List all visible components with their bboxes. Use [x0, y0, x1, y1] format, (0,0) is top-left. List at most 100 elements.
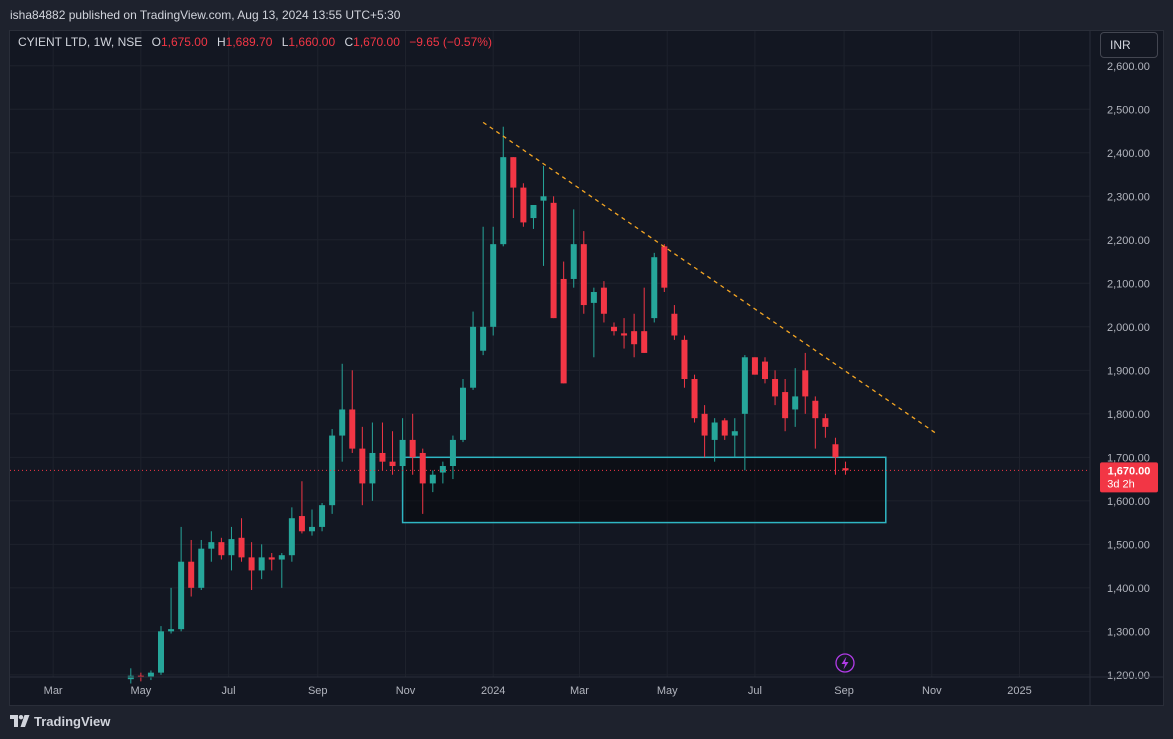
candle [701, 405, 708, 458]
candle-body [651, 257, 658, 319]
candle-body [228, 539, 235, 556]
candle-body [741, 357, 748, 414]
candle-body [721, 420, 728, 436]
candle [560, 261, 567, 384]
candle [802, 352, 809, 414]
candle-body [157, 631, 164, 673]
candle-body [490, 244, 497, 327]
candle [822, 413, 829, 438]
candle [842, 461, 849, 475]
candle [761, 357, 768, 384]
candle [409, 413, 416, 475]
candle-body [278, 555, 285, 560]
open-value: 1,675.00 [160, 35, 208, 49]
candle [178, 526, 185, 632]
candle-body [419, 452, 426, 484]
chart-frame[interactable] [9, 30, 1164, 706]
candle [268, 553, 275, 571]
candle-body [751, 357, 758, 375]
candle [671, 305, 678, 340]
tradingview-logo[interactable]: TradingView [10, 713, 110, 729]
candle-body [802, 370, 809, 397]
candle [147, 670, 154, 681]
candle [782, 379, 789, 432]
candle-body [691, 379, 698, 419]
candle-body [208, 542, 215, 549]
candle-body [570, 244, 577, 279]
candle [127, 668, 134, 684]
candle [399, 418, 406, 490]
price-tick-label: 1,500.00 [1107, 539, 1150, 551]
price-tick-label: 1,900.00 [1107, 365, 1150, 377]
candle [721, 418, 728, 440]
candle-body [238, 537, 245, 558]
tradingview-logo-text: TradingView [34, 713, 111, 729]
candle-body [329, 435, 336, 506]
candle [238, 518, 245, 562]
candle [439, 461, 446, 484]
candle [490, 226, 497, 336]
candle-body [761, 361, 768, 380]
candle-body [661, 246, 668, 288]
time-tick-label: May [657, 685, 678, 697]
candle-body [822, 418, 829, 427]
candle-body [359, 448, 366, 484]
candle-body [560, 278, 567, 384]
candle-body [399, 439, 406, 467]
candle [168, 587, 175, 634]
price-tick-label: 2,400.00 [1107, 148, 1150, 160]
candle-body [731, 431, 738, 436]
lightning-icon [841, 656, 849, 670]
price-tick-label: 2,100.00 [1107, 278, 1150, 290]
time-tick-label: Nov [922, 685, 942, 697]
candle [500, 126, 507, 247]
candle [540, 165, 547, 266]
candle-body [510, 157, 517, 188]
candles-layer [127, 126, 849, 684]
candle-body [218, 542, 225, 556]
candle-body [168, 629, 175, 632]
close-label: C [344, 35, 354, 49]
candle [661, 244, 668, 293]
candle [600, 281, 607, 323]
candle [530, 205, 537, 229]
candle [248, 542, 255, 590]
candle-body [610, 326, 617, 332]
open-label: O [151, 35, 161, 49]
price-tick-label: 2,500.00 [1107, 104, 1150, 116]
candle-body [268, 557, 275, 560]
price-tick-label: 2,600.00 [1107, 61, 1150, 73]
candle-body [600, 287, 607, 314]
candle-body [631, 331, 638, 345]
currency-button[interactable]: INR [1100, 32, 1158, 58]
candle [610, 322, 617, 336]
candle [218, 537, 225, 560]
time-tick-label: 2025 [1007, 685, 1031, 697]
candle-body [470, 326, 477, 388]
candle-body [198, 548, 205, 588]
time-axis: Mar May Jul Sep Nov 2024 Mar May Jul Sep Nov 2025 [10, 676, 1163, 697]
candle-body [319, 505, 326, 527]
candle [329, 429, 336, 514]
candle-body [772, 379, 779, 397]
candle-body [711, 422, 718, 440]
candle [631, 313, 638, 358]
candle [570, 209, 577, 288]
high-label: H [217, 35, 226, 49]
candle-body [792, 396, 799, 410]
high-value: 1,689.70 [225, 35, 273, 49]
candle [751, 357, 758, 375]
candle [369, 422, 376, 501]
candle [359, 426, 366, 506]
close-value: 1,670.00 [353, 35, 400, 49]
candle-body [500, 157, 507, 245]
last-price-label: 1,670.00 [1108, 465, 1151, 477]
candle [449, 435, 456, 480]
candle-body [188, 561, 195, 588]
price-tick-label: 2,300.00 [1107, 191, 1150, 203]
price-tick-label: 1,600.00 [1107, 496, 1150, 508]
candle [550, 196, 557, 319]
change-value: −9.65 (−0.57%) [409, 35, 492, 49]
low-value: 1,660.00 [288, 35, 336, 49]
